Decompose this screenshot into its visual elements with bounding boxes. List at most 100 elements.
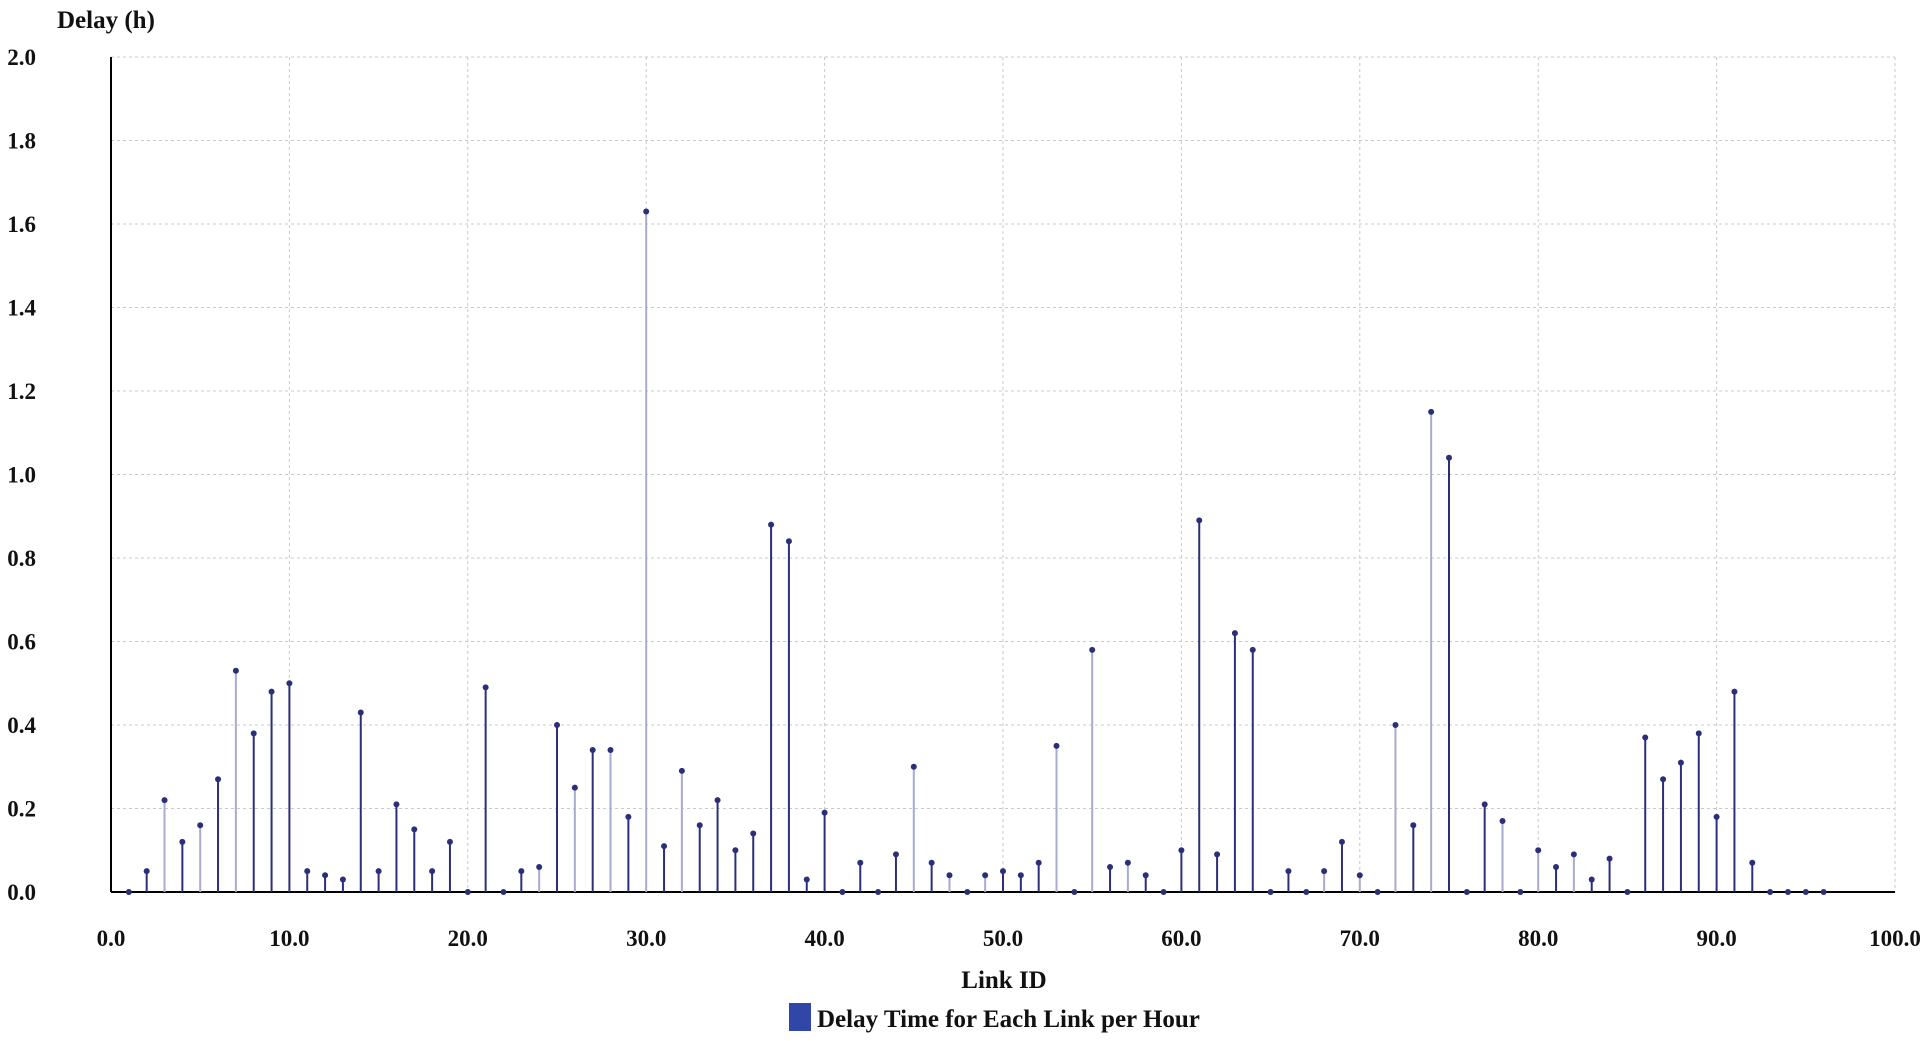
stem-point-28 <box>607 747 614 754</box>
stem-point-14 <box>357 709 364 716</box>
stem-point-60 <box>1178 847 1185 854</box>
stem-point-44 <box>892 851 899 858</box>
stem-point-47 <box>946 872 953 879</box>
stem-point-12 <box>322 872 329 879</box>
stem-point-27 <box>589 747 596 754</box>
stem-point-94 <box>1784 889 1791 895</box>
stem-point-67 <box>1303 889 1310 895</box>
stem-point-33 <box>696 822 703 829</box>
stem-point-45 <box>910 763 917 770</box>
y-tick-label-8: 1.6 <box>7 212 36 237</box>
stem-point-64 <box>1249 646 1256 653</box>
y-tick-label-10: 2.0 <box>7 45 36 70</box>
stem-point-43 <box>875 889 882 895</box>
stem-point-89 <box>1695 730 1702 737</box>
stem-point-73 <box>1410 822 1417 829</box>
stem-point-30 <box>643 208 650 215</box>
stem-point-93 <box>1767 889 1774 895</box>
stem-point-82 <box>1570 851 1577 858</box>
stem-point-63 <box>1231 630 1238 637</box>
stem-point-10 <box>286 680 293 687</box>
stem-point-83 <box>1588 876 1595 883</box>
y-tick-labels: 0.0 0.2 0.4 0.6 0.8 1.0 1.2 1.4 1.6 1.8 2.0 <box>7 45 36 905</box>
stem-point-31 <box>661 843 668 850</box>
stem-point-7 <box>232 667 239 674</box>
stem-point-96 <box>1820 889 1827 895</box>
stem-point-3 <box>161 797 168 804</box>
stem-point-25 <box>554 722 560 728</box>
y-tick-label-0: 0.0 <box>7 880 36 905</box>
stem-point-32 <box>678 767 685 774</box>
stem-point-54 <box>1071 889 1078 895</box>
stem-point-68 <box>1321 868 1328 875</box>
x-axis-title: Link ID <box>961 967 1046 994</box>
stem-point-8 <box>250 730 257 737</box>
stem-point-13 <box>339 876 346 883</box>
y-tick-label-4: 0.8 <box>7 546 36 571</box>
stem-point-42 <box>857 859 864 866</box>
stems <box>125 208 1827 895</box>
stem-point-65 <box>1267 889 1274 895</box>
stem-point-70 <box>1356 872 1363 879</box>
stem-point-18 <box>429 868 436 875</box>
stem-point-23 <box>518 868 525 875</box>
stem-point-4 <box>179 838 186 845</box>
stem-point-58 <box>1142 872 1149 879</box>
stem-point-22 <box>500 889 507 895</box>
x-tick-label-6: 60.0 <box>1161 926 1201 951</box>
x-tick-label-2: 20.0 <box>448 926 488 951</box>
stem-point-61 <box>1196 517 1203 524</box>
stem-point-16 <box>393 801 400 808</box>
stem-point-92 <box>1749 859 1756 866</box>
stem-point-34 <box>714 797 721 804</box>
stem-point-56 <box>1107 863 1114 870</box>
grid <box>111 56 1896 892</box>
stem-point-39 <box>803 876 810 883</box>
stem-point-37 <box>768 521 775 528</box>
stem-point-17 <box>411 826 418 833</box>
stem-point-76 <box>1463 889 1470 895</box>
stem-point-24 <box>536 863 543 870</box>
stem-point-59 <box>1160 889 1167 895</box>
stem-point-88 <box>1677 759 1684 766</box>
y-tick-label-9: 1.8 <box>7 129 36 154</box>
stem-point-5 <box>197 822 204 829</box>
stem-point-20 <box>464 889 471 895</box>
stem-point-9 <box>268 688 275 695</box>
y-tick-label-2: 0.4 <box>7 713 36 738</box>
stem-point-52 <box>1035 859 1042 866</box>
stem-point-35 <box>732 847 739 854</box>
stem-point-77 <box>1481 801 1488 808</box>
stem-point-87 <box>1660 776 1667 783</box>
stem-point-79 <box>1517 889 1524 895</box>
stem-point-46 <box>928 859 935 866</box>
x-tick-label-10: 100.0 <box>1869 926 1921 951</box>
stem-point-26 <box>571 784 578 791</box>
stem-point-57 <box>1124 859 1131 866</box>
legend-label: Delay Time for Each Link per Hour <box>817 1006 1200 1033</box>
legend: Delay Time for Each Link per Hour <box>789 1003 1200 1033</box>
x-tick-label-5: 50.0 <box>983 926 1023 951</box>
stem-point-66 <box>1285 868 1292 875</box>
stem-point-95 <box>1802 889 1809 895</box>
stem-point-91 <box>1731 688 1738 695</box>
stem-point-48 <box>964 889 971 895</box>
y-tick-label-5: 1.0 <box>7 463 36 488</box>
stem-point-62 <box>1214 851 1221 858</box>
stem-point-21 <box>482 684 489 691</box>
stem-point-2 <box>143 868 150 875</box>
x-tick-label-1: 10.0 <box>269 926 309 951</box>
y-tick-label-1: 0.2 <box>7 797 36 822</box>
stem-point-84 <box>1606 855 1613 862</box>
x-tick-label-0: 0.0 <box>97 926 126 951</box>
stem-point-72 <box>1392 722 1399 728</box>
stem-point-86 <box>1642 734 1649 741</box>
stem-point-15 <box>375 868 382 875</box>
stem-point-19 <box>446 838 453 845</box>
stem-point-6 <box>215 776 222 783</box>
y-tick-label-7: 1.4 <box>7 296 36 321</box>
stem-point-71 <box>1374 889 1381 895</box>
x-tick-label-8: 80.0 <box>1518 926 1558 951</box>
stem-point-51 <box>1017 872 1024 879</box>
